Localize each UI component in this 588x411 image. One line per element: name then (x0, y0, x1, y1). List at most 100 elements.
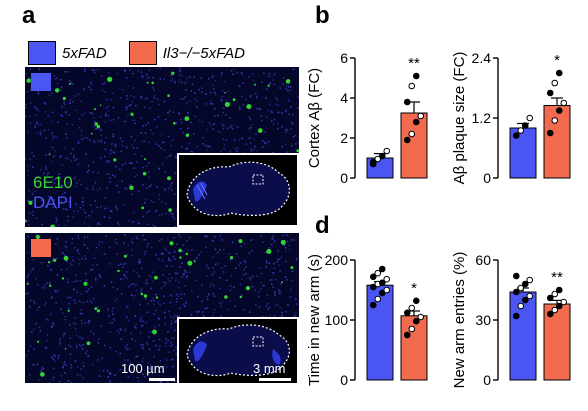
stain-label-6e10: 6E10 (33, 173, 73, 192)
y-tick-label: 30 (475, 312, 491, 328)
y-tick-label: 1.2 (472, 110, 492, 126)
scale-label-100um: 100 µm (121, 361, 165, 376)
plaque-spot (90, 132, 93, 135)
scale-label-3mm: 3 mm (253, 361, 286, 376)
plaque-spot (152, 329, 157, 335)
plaque-spot (55, 88, 60, 93)
chart-plaque-size: Aβ plaque size (FC) 0 1.2 2.4 * (451, 50, 571, 186)
bar-0 (509, 291, 537, 381)
data-point (383, 147, 391, 155)
data-point (378, 152, 386, 160)
condition-marker-il3-5xfad (31, 239, 51, 257)
plaque-spot (68, 83, 71, 85)
data-point (403, 309, 411, 317)
data-point (521, 122, 529, 129)
plaque-spot (173, 122, 176, 125)
data-point (408, 304, 416, 312)
data-point (512, 272, 520, 280)
data-point (403, 98, 411, 106)
y-axis-label: Time in new arm (s) (306, 254, 323, 386)
data-point (417, 112, 425, 120)
data-point (555, 302, 563, 310)
data-point (546, 310, 554, 318)
data-point (555, 107, 563, 114)
plaque-spot (224, 295, 228, 299)
y-tick-label: 100 (325, 312, 349, 328)
plaque-spot (83, 281, 88, 286)
data-point (374, 269, 382, 277)
plaque-spot (94, 307, 98, 310)
data-point (546, 129, 554, 137)
brain-section-inset (177, 153, 299, 227)
plaque-spot (96, 124, 101, 129)
chart-new-arm-entries: New arm entries (%) 0 30 60 ** (451, 252, 571, 388)
plaque-spot (93, 108, 96, 111)
plaque-spot (26, 282, 29, 285)
plaque-spot (35, 234, 40, 240)
plaque-spot (285, 79, 291, 84)
data-point (417, 313, 425, 321)
plaque-spot (266, 249, 272, 254)
plaque-spot (113, 158, 117, 162)
plaque-spot (48, 153, 51, 156)
data-point (408, 82, 416, 90)
data-point (560, 99, 568, 107)
plaque-spot (185, 133, 190, 137)
y-tick-label: 2.4 (472, 50, 492, 66)
data-point (378, 279, 386, 287)
plaque-spot (123, 254, 127, 258)
data-point (512, 288, 520, 296)
data-point (521, 296, 529, 304)
data-point (408, 325, 416, 333)
plaque-spot (193, 260, 196, 263)
chart-cortex-abeta: Cortex Aβ (FC) 0 2 4 6 ** (306, 50, 428, 186)
significance-marker: ** (408, 55, 420, 72)
plaque-spot (167, 94, 170, 97)
plaque-spot (178, 248, 182, 253)
legend: 5xFAD Il3−/−5xFAD (28, 40, 245, 66)
plaque-spot (94, 122, 99, 126)
plaque-spot (267, 84, 270, 87)
plaque-spot (37, 340, 40, 343)
data-point (412, 118, 420, 126)
y-tick-label: 0 (340, 170, 348, 186)
data-point (383, 275, 391, 283)
plaque-spot (184, 116, 190, 121)
y-tick-label: 200 (325, 252, 349, 268)
plaque-spot (146, 81, 149, 84)
legend-label-5xfad: 5xFAD (62, 44, 107, 62)
plaque-spot (130, 112, 134, 116)
plaque-spot (238, 239, 243, 244)
data-point (412, 72, 420, 80)
plaque-spot (99, 104, 102, 107)
data-point (369, 273, 377, 281)
plaque-spot (64, 348, 67, 350)
plaque-spot (239, 295, 242, 299)
bar-1 (543, 105, 571, 179)
plaque-spot (62, 96, 66, 101)
plaque-spot (25, 219, 27, 223)
data-point (383, 286, 391, 294)
data-point (512, 312, 520, 320)
plaque-spot (141, 206, 145, 210)
micrograph-5xfad: 6E10 DAPI (25, 67, 299, 227)
scale-bar-100um (149, 378, 175, 381)
data-point (555, 69, 563, 77)
plaque-spot (230, 256, 234, 260)
data-point (412, 297, 420, 305)
bar-1 (400, 315, 428, 381)
plaque-spot (96, 309, 100, 313)
plaque-spot (179, 256, 182, 259)
plaque-spot (167, 176, 171, 181)
plaque-spot (224, 92, 226, 94)
y-tick-label: 0 (483, 372, 491, 388)
plaque-spot (26, 78, 31, 83)
scale-bar-3mm (259, 378, 291, 381)
plaque-spot (61, 277, 65, 280)
y-tick-label: 2 (340, 130, 348, 146)
data-point (403, 331, 411, 339)
data-point (374, 295, 382, 303)
plaque-spot (49, 284, 52, 287)
data-point (521, 280, 529, 288)
data-point (408, 130, 416, 138)
